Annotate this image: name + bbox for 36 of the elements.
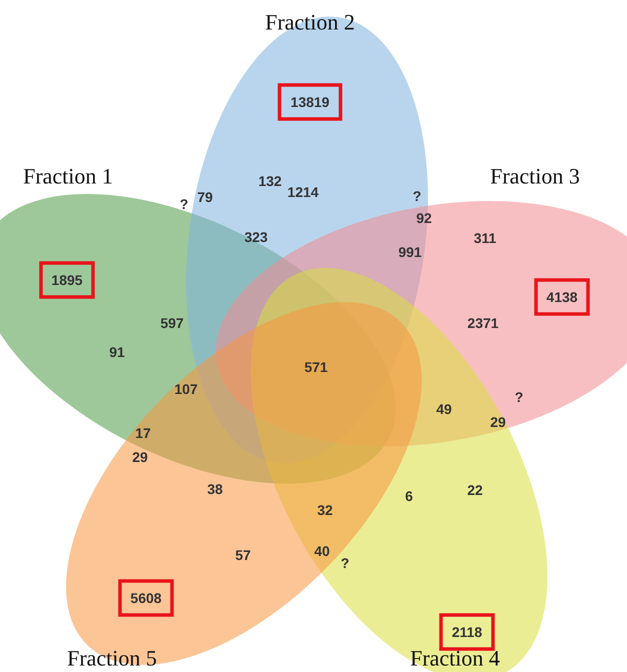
text: 29: [490, 414, 506, 430]
text: 49: [436, 401, 452, 417]
text: 29: [132, 449, 148, 465]
text: 17: [135, 425, 151, 441]
text: 40: [314, 543, 330, 559]
text: 991: [398, 244, 422, 260]
text: 91: [109, 344, 125, 360]
category-label: Fraction 5: [67, 646, 157, 670]
category-label: Fraction 4: [410, 646, 500, 670]
text: ?: [340, 555, 350, 571]
data-label: 1895: [51, 272, 83, 288]
text: 38: [207, 481, 223, 497]
text: 597: [160, 315, 184, 331]
text: 57: [235, 547, 251, 563]
category-label: Fraction 2: [265, 10, 355, 34]
text: 132: [258, 173, 282, 189]
category-label: Fraction 1: [23, 164, 113, 188]
text: ?: [514, 389, 524, 405]
data-label: 5608: [130, 590, 162, 606]
category-label: Fraction 3: [490, 164, 580, 188]
text: ?: [412, 188, 422, 204]
text: 92: [416, 210, 432, 226]
text: 311: [474, 230, 497, 246]
text: 32: [317, 502, 333, 518]
text: 79: [197, 189, 213, 205]
text: 2371: [467, 315, 499, 331]
text: 323: [244, 229, 268, 245]
text: 571: [304, 359, 328, 375]
text: 107: [174, 381, 198, 397]
text: 22: [467, 482, 483, 498]
text: ?: [180, 196, 188, 212]
text: 6: [405, 488, 414, 504]
data-label: 13819: [290, 94, 330, 110]
text: 1214: [287, 184, 319, 200]
data-label: 2118: [452, 624, 482, 640]
data-label: 4138: [546, 289, 578, 305]
